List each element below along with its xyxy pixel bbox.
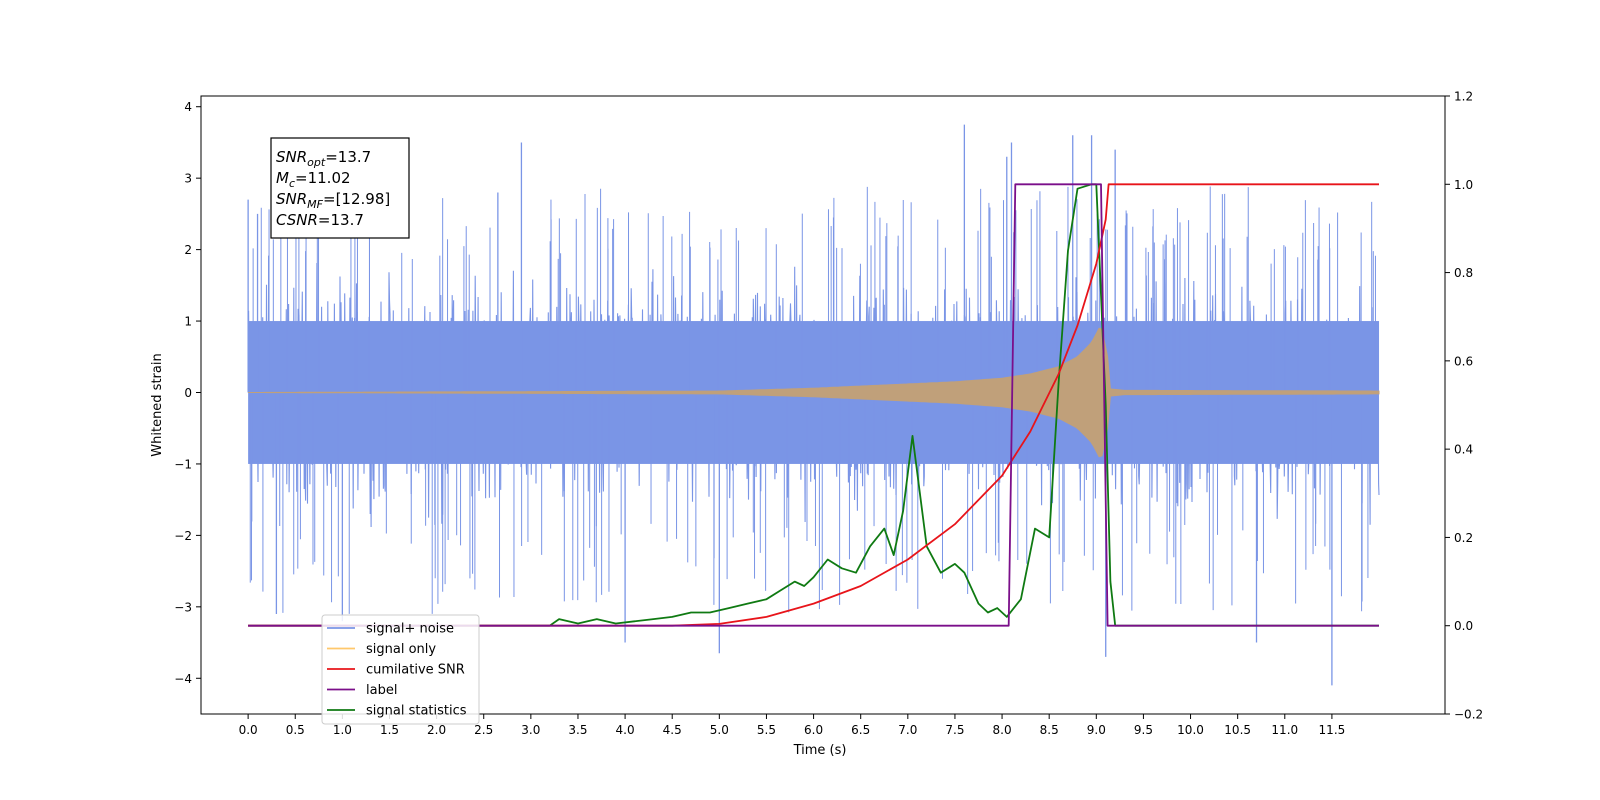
x-tick-label: 9.5 (1134, 723, 1153, 737)
annotation-line: CSNR=13.7 (276, 211, 364, 229)
y-tick-label: −1 (174, 457, 192, 471)
x-tick-label: 0.5 (286, 723, 305, 737)
plot-area (247, 124, 1380, 686)
x-tick-label: 8.5 (1040, 723, 1059, 737)
legend-label: signal statistics (366, 704, 467, 719)
y-tick-label: 4 (184, 100, 192, 114)
x-tick-label: 1.0 (333, 723, 352, 737)
x-axis-label: Time (s) (793, 743, 847, 758)
y-tick-label: −2 (174, 529, 192, 543)
x-tick-label: 7.0 (898, 723, 917, 737)
plot-frame (200, 95, 1446, 715)
signal-statistics-line (248, 183, 1379, 627)
x-tick-label: 5.5 (757, 723, 776, 737)
x-tick-label: 6.5 (851, 723, 870, 737)
y-axis-label: Whitened strain (150, 353, 165, 456)
y-tick-label: 3 (184, 172, 192, 186)
x-tick-label: 2.0 (427, 723, 446, 737)
x-axis: 0.0 0.5 1.0 1.5 2.0 2.5 3.0 3.5 4.0 4.5 5.0 5.5 6.0 6… (239, 714, 1346, 737)
annotation-line: Mc=11.02 (276, 169, 351, 190)
y2-tick-label: 0.0 (1454, 619, 1473, 633)
y2-tick-label: 0.4 (1454, 443, 1473, 457)
y-tick-label: −4 (174, 672, 192, 686)
x-tick-label: 4.0 (616, 723, 635, 737)
x-tick-label: 6.0 (804, 723, 823, 737)
x-tick-label: 1.5 (380, 723, 399, 737)
legend: signal+ noise signal only cumilative SNR la… (321, 614, 480, 725)
legend-label: label (366, 683, 397, 698)
x-tick-label: 10.5 (1224, 723, 1251, 737)
x-tick-label: 3.5 (568, 723, 587, 737)
legend-label: signal+ noise (366, 622, 454, 637)
x-tick-label: 3.0 (521, 723, 540, 737)
x-tick-label: 9.0 (1087, 723, 1106, 737)
x-tick-label: 11.5 (1319, 723, 1346, 737)
x-tick-label: 8.0 (993, 723, 1012, 737)
legend-label: cumilative SNR (366, 663, 465, 678)
x-tick-label: 4.5 (663, 723, 682, 737)
x-tick-label: 10.0 (1177, 723, 1204, 737)
annotation-line: SNRMF=[12.98] (276, 190, 390, 211)
annotation-box: SNRopt=13.7Mc=11.02SNRMF=[12.98]CSNR=13.… (270, 137, 410, 239)
y2-tick-label: 1.0 (1454, 178, 1473, 192)
x-tick-label: 7.5 (945, 723, 964, 737)
signal-noise-series (247, 124, 1380, 686)
annotation-frame (270, 137, 410, 239)
x-tick-label: 2.5 (474, 723, 493, 737)
y2-tick-label: 1.2 (1454, 90, 1473, 104)
y2-tick-label: 0.8 (1454, 266, 1473, 280)
y2-tick-label: −0.2 (1454, 708, 1483, 722)
y-tick-label: 0 (184, 386, 192, 400)
y-tick-label: 2 (184, 243, 192, 257)
right-axis-series (248, 183, 1379, 627)
y-axis-right: 1.2 1.0 0.8 0.6 0.4 0.2 0.0 −0.2 (1445, 90, 1483, 722)
y-axis-left: 4 3 2 1 0 −1 −2 −3 −4 (174, 100, 201, 686)
cumulative-snr-line (248, 183, 1379, 627)
y-tick-label: −3 (174, 600, 192, 614)
y-tick-label: 1 (184, 315, 192, 329)
x-tick-label: 5.0 (710, 723, 729, 737)
annotation-line: SNRopt=13.7 (276, 148, 371, 169)
label-line (248, 183, 1379, 627)
x-tick-label: 0.0 (239, 723, 258, 737)
y2-tick-label: 0.6 (1454, 354, 1473, 368)
legend-frame (321, 614, 480, 725)
signal-only-envelope (248, 327, 1380, 458)
y2-tick-label: 0.2 (1454, 531, 1473, 545)
legend-label: signal only (366, 642, 436, 657)
signal-only-series (248, 327, 1380, 458)
x-tick-label: 11.0 (1271, 723, 1298, 737)
